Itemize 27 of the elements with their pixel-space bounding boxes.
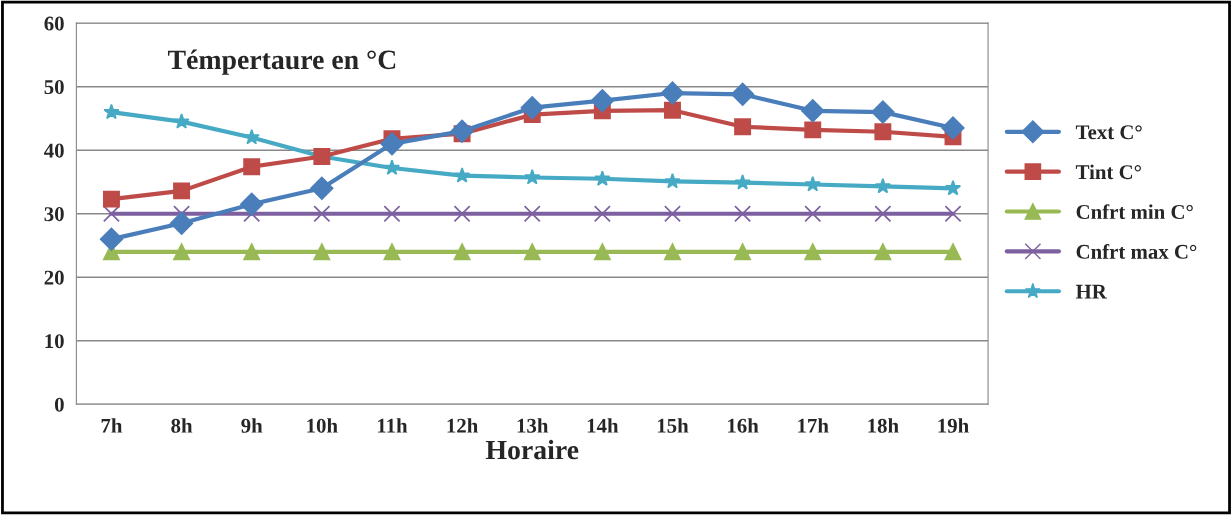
x-tick-label: 17h [798, 418, 829, 433]
x-tick-label: 9h [241, 418, 263, 433]
x-tick-label: 12h [447, 418, 478, 433]
legend-label: Cnfrt max C° [1076, 243, 1197, 259]
y-tick-label: 0 [54, 397, 64, 412]
legend-label: Tint C° [1075, 164, 1141, 180]
legend-label: HR [1075, 284, 1107, 299]
x-tick-label: 19h [938, 418, 969, 433]
x-axis-title: Horaire [485, 439, 579, 460]
y-tick-label: 30 [44, 207, 64, 222]
x-tick-label: 10h [307, 418, 338, 433]
x-tick-label: 16h [728, 418, 759, 433]
y-tick-label: 40 [44, 143, 64, 158]
x-tick-label: 15h [657, 418, 689, 433]
x-tick-label: 13h [517, 418, 549, 433]
x-tick-label: 7h [101, 418, 123, 433]
y-tick-label: 20 [44, 270, 64, 285]
x-tick-label: 8h [171, 418, 193, 433]
x-tick-label: 11h [378, 418, 408, 433]
y-tick-label: 10 [45, 334, 64, 349]
x-tick-label: 14h [587, 418, 619, 433]
legend-label: Cnfrt min C° [1076, 204, 1193, 219]
text: Témpertaure en °C [167, 49, 396, 75]
legend-label: Text C° [1075, 125, 1142, 140]
y-tick-label: 60 [44, 16, 64, 31]
x-tick-label: 18h [868, 418, 899, 433]
y-tick-label: 50 [44, 80, 64, 95]
